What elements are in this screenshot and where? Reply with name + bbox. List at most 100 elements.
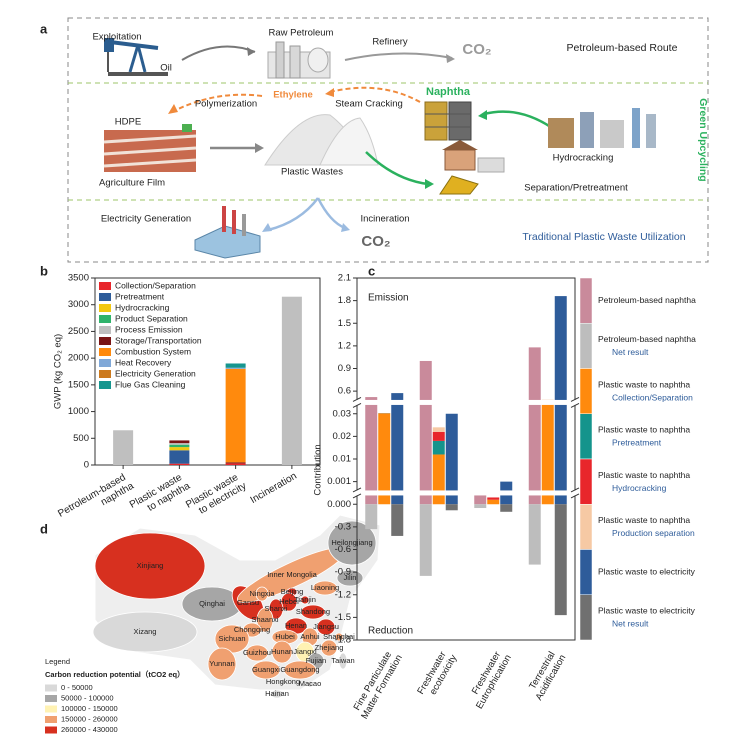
map-region [338,652,348,670]
region-label: Shaanxi [251,615,278,624]
plot-frame [94,277,321,466]
bar-segment [432,427,445,432]
panel-label: a [40,21,48,36]
region-label: Xizang [134,627,157,636]
map-region [94,532,206,600]
route-label: Traditional Plastic Waste Utilization [522,231,685,243]
arrow [181,45,256,61]
bar-segment [169,440,190,444]
legend-label: Process Emission [115,324,183,334]
y-tick-label: 0 [84,460,89,471]
region-label: Shandong [296,607,330,616]
bar-segment [225,462,246,464]
label: Polymerization [195,99,257,110]
bar-segment [487,499,500,505]
label-line: Incineration [248,470,298,505]
legend-label: Plastic waste to naphtha [598,515,690,525]
legend-label: Collection/Separation [115,280,196,290]
region-label: Fujian [306,656,326,665]
map-region [334,632,344,642]
bar-segment [474,504,487,509]
bar-segment [225,368,246,463]
map-region [270,689,284,699]
y-tick-label: 1000 [68,406,89,417]
label: Exploitation [92,32,141,43]
arrow-head [168,104,178,114]
axis-break [353,399,579,405]
legend-swatch [99,359,111,367]
legend-swatch [99,326,111,334]
bar-segment [432,440,445,455]
legend-swatch [579,458,593,505]
bar-segment [445,504,458,511]
label: Refinery [372,37,408,48]
legend-label: Electricity Generation [115,368,196,378]
arrow [329,86,421,103]
x-tick-label: Petroleum-based naphtha [56,470,136,529]
legend-detail: Net result [612,619,649,629]
region-label: Guangdong [280,665,319,674]
y-tick-label: 0.01 [333,454,352,465]
legend-label: Plastic waste to naphtha [598,379,690,389]
label: Agriculture Film [99,178,165,189]
legend-swatch [579,413,593,460]
region-label: Hongkong [266,677,300,686]
axis-break-mark [352,402,362,408]
legend-swatch [99,337,111,345]
region-label: Ningxia [249,589,275,598]
barrel-icon [424,101,472,141]
map-region [279,678,287,686]
arrow-head [262,223,272,232]
legend-detail: Production separation [612,528,695,538]
bar-segment [169,450,190,464]
bar-segment [474,492,487,505]
panel-label: d [40,521,48,536]
arrow-head [446,54,455,63]
bar-segment [225,363,246,368]
region-label: Liaoning [311,583,339,592]
legend-swatch [99,315,111,323]
x-tick-label: Freshwater Eutrophication [464,647,513,711]
region-label: Jiangsu [313,622,339,631]
bar-segment [365,397,378,505]
map-region [283,660,317,680]
y-tick-label: 0.9 [338,363,351,374]
region-label: Taiwan [331,656,354,665]
legend-label: Plastic waste to naphtha [598,470,690,480]
map-region [300,595,310,605]
axis-break-mark [352,493,362,499]
map-region [271,640,293,664]
map-region [320,639,338,657]
y-axis-label: GWP (kg CO₂ eq) [53,334,64,409]
bar-segment [419,504,432,576]
legend-detail: Collection/Separation [612,392,693,402]
axis-break-mark [570,396,580,402]
power-plant-icon [194,206,261,259]
y-tick-label: 1.5 [338,318,351,329]
legend-detail: Pretreatment [612,438,662,448]
region-label: Henan [285,621,307,630]
region-label: Sichuan [218,634,245,643]
label: Oil [160,63,172,74]
ethylene-label: Ethylene [273,90,313,101]
bar-segment [169,443,190,445]
bar-segment [528,347,541,505]
legend-label: Plastic waste to electricity [598,566,696,576]
legend-label: Petroleum-based naphtha [598,295,696,305]
region-label: Guizhou [243,648,271,657]
film-icon [103,124,197,172]
route-label: Green Upcycling [697,98,709,181]
legend-label: Flue Gas Cleaning [115,379,186,389]
legend-swatch [579,323,593,369]
x-tick-label: Fine Particulate Matter Formation [349,647,404,721]
map-region [312,580,338,596]
map-region [255,586,269,602]
axis-break-mark [352,396,362,402]
bar-segment [391,504,404,536]
legend-label: Hydrocracking [115,302,170,312]
legend-swatch [99,381,111,389]
arrow-head [247,47,255,56]
region-label: Shanxi [265,604,288,613]
y-tick-label: -0.9 [335,567,351,578]
map-region [327,520,377,566]
